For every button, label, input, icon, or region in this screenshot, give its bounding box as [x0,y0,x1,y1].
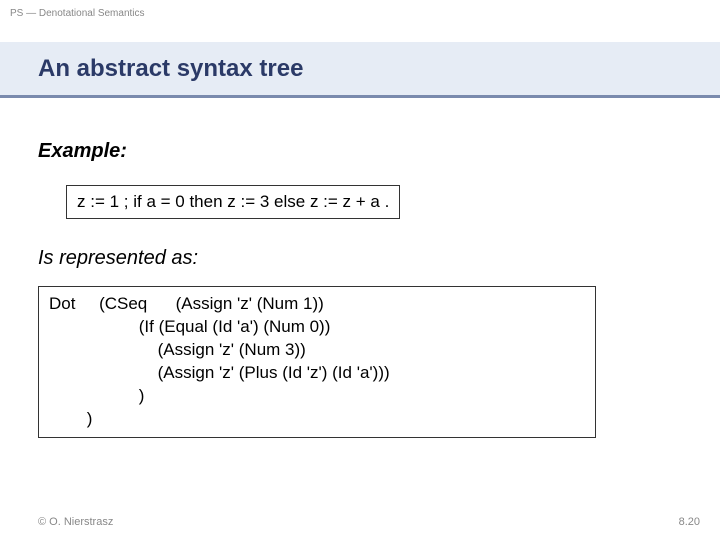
footer-page-number: 8.20 [679,516,700,528]
footer-copyright: © O. Nierstrasz [38,516,113,528]
slide-title: An abstract syntax tree [38,55,303,83]
represented-label: Is represented as: [38,247,682,270]
example-label: Example: [38,140,682,163]
represented-code-box: Dot (CSeq (Assign 'z' (Num 1)) (If (Equa… [38,286,596,438]
content-area: Example: z := 1 ; if a = 0 then z := 3 e… [38,140,682,438]
title-band: An abstract syntax tree [0,42,720,98]
course-header-label: PS — Denotational Semantics [10,8,145,19]
example-code-box: z := 1 ; if a = 0 then z := 3 else z := … [66,185,400,219]
